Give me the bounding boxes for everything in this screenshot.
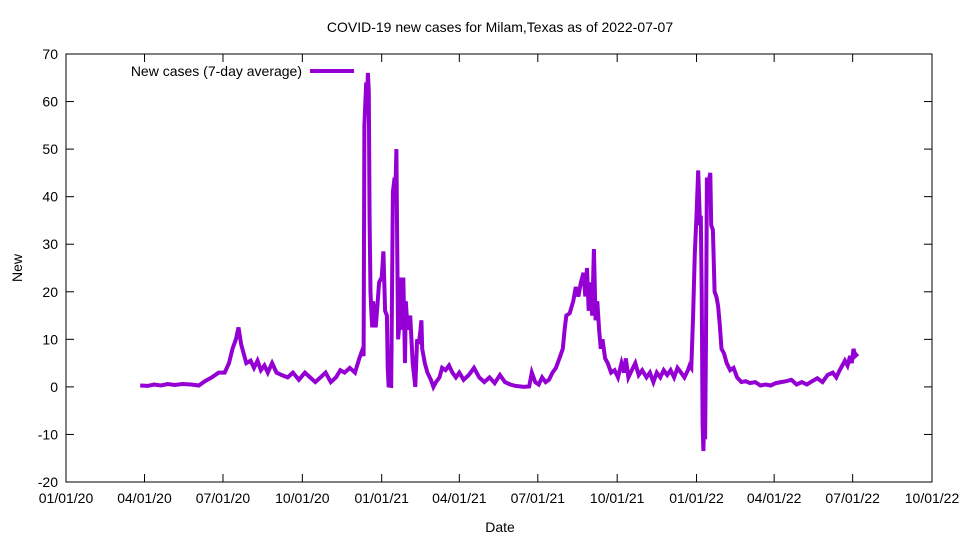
- chart-title: COVID-19 new cases for Milam,Texas as of…: [327, 19, 673, 35]
- y-tick-label: 60: [42, 94, 58, 110]
- y-tick-label: 30: [42, 236, 58, 252]
- y-axis: -20 -10 0 10 20 30 40 50 60 70: [38, 46, 932, 490]
- plot-area-border: [65, 53, 933, 483]
- y-tick-label: -20: [38, 474, 58, 490]
- y-tick-label: 40: [42, 189, 58, 205]
- x-tick-label: 04/01/22: [747, 490, 802, 506]
- x-tick-label: 10/01/21: [590, 490, 645, 506]
- legend: New cases (7-day average): [131, 63, 354, 79]
- x-tick-label: 01/01/21: [354, 490, 409, 506]
- y-tick-label: 0: [50, 379, 58, 395]
- x-tick-label: 07/01/20: [196, 490, 251, 506]
- x-tick-label: 01/01/22: [669, 490, 724, 506]
- x-tick-label: 01/01/20: [39, 490, 94, 506]
- y-axis-label: New: [9, 253, 25, 282]
- x-tick-label: 10/01/22: [905, 490, 960, 506]
- x-tick-label: 04/01/21: [432, 490, 487, 506]
- x-axis: 01/01/20 04/01/20 07/01/20 10/01/20 01/01/21…: [39, 54, 960, 506]
- x-tick-label: 04/01/20: [117, 490, 172, 506]
- legend-label: New cases (7-day average): [131, 63, 302, 79]
- x-tick-label: 07/01/21: [511, 490, 566, 506]
- y-tick-label: -10: [38, 426, 58, 442]
- series-layer: [140, 72, 860, 452]
- y-tick-label: 70: [42, 46, 58, 62]
- y-tick-label: 50: [42, 141, 58, 157]
- y-tick-label: 10: [42, 331, 58, 347]
- x-axis-label: Date: [485, 519, 515, 535]
- y-tick-label: 20: [42, 284, 58, 300]
- series-line-new-cases: [140, 72, 860, 452]
- x-tick-label: 10/01/20: [275, 490, 330, 506]
- x-tick-label: 07/01/22: [825, 490, 880, 506]
